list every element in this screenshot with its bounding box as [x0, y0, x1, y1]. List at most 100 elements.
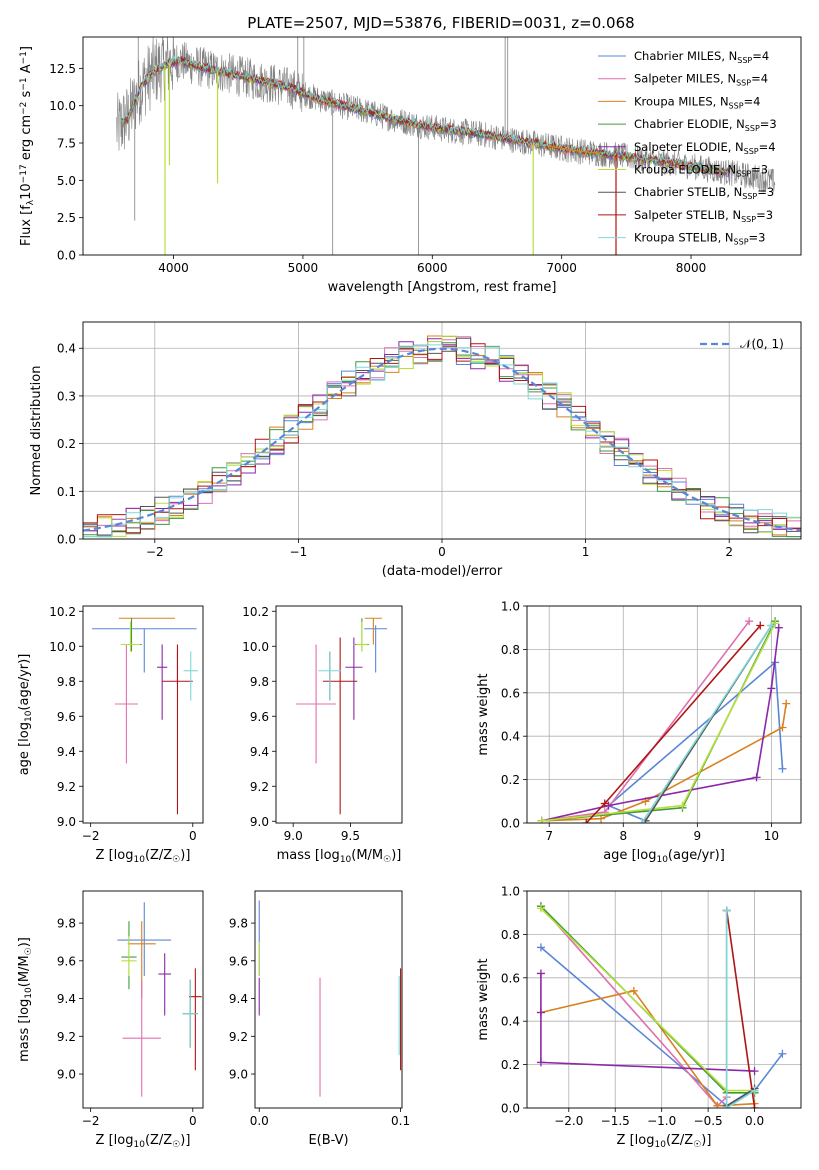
plot-area-mass_weight_vs_age	[537, 617, 791, 823]
x-axis-label-part: ☉	[693, 1140, 701, 1150]
series-salpeter_elodie-marker	[536, 969, 545, 978]
y-tick-label: 10.0	[49, 640, 76, 654]
x-axis-label-part: Z [log	[617, 1133, 655, 1148]
series-chabrier_miles-marker	[778, 764, 787, 773]
axes-frame-residuals	[82, 321, 802, 540]
x-axis-label-part: )]	[180, 848, 190, 863]
y-tick-label: 0.0	[501, 1102, 520, 1116]
y-tick-label: 9.6	[57, 710, 76, 724]
axes-frame-mass_vs_z	[82, 890, 204, 1109]
x-tick-label: −2	[82, 1114, 100, 1128]
x-tick-label: 2	[725, 545, 733, 559]
series-kroupa_miles-marker	[782, 699, 791, 708]
series-kroupa_miles-marker	[629, 986, 638, 995]
y-tick-label: 0.4	[501, 730, 520, 744]
series-kroupa_stelib-marker	[722, 906, 731, 915]
y-tick-label: 0.4	[57, 342, 76, 356]
axes-frame-spectrum	[82, 36, 802, 256]
legend-label-base: Chabrier ELODIE, N	[634, 117, 745, 131]
series-salpeter_elodie-marker	[536, 1008, 545, 1017]
legend-label: Chabrier MILES, NSSP=4	[634, 49, 769, 65]
y-axis-label-part: erg cm	[19, 115, 34, 164]
y-tick-label: 9.6	[57, 954, 76, 968]
errorbar-salpeter_elodie	[345, 637, 363, 720]
legend-label-base: Chabrier STELIB, N	[634, 185, 742, 199]
legend-label-sub: SSP	[741, 215, 756, 224]
y-axis-label-part: −2	[19, 102, 29, 115]
series-kroupa_stelib-marker	[722, 1104, 731, 1108]
legend-label-tail: =4	[759, 140, 776, 154]
legend-label: Salpeter ELODIE, NSSP=4	[634, 140, 776, 156]
y-tick-label: 9.0	[250, 815, 269, 829]
y-tick-label: 10.0	[242, 640, 269, 654]
y-tick-label: 12.5	[49, 62, 76, 76]
errorbar-chabrier_miles	[364, 625, 388, 673]
y-tick-label: 1.0	[501, 600, 520, 614]
x-axis-label-part: 10	[340, 855, 352, 865]
legend-label-tail: =4	[751, 72, 768, 86]
y-tick-label: 1.0	[501, 885, 520, 899]
legend-label-sub: SSP	[744, 147, 759, 156]
axes-residuals: −2 −1 0 1 2 0.0 0.1 0.2 0.3 0.4 (data-model)/error…	[29, 322, 801, 579]
y-tick-label: 9.0	[57, 815, 76, 829]
axes-age_vs_mass: 9.0 9.5 9.0 9.2 9.4 9.6 9.8 10.0 10.2 mass [log10…	[242, 605, 401, 865]
y-tick-label: 9.8	[57, 917, 76, 931]
series-kroupa_miles-marker	[713, 1101, 722, 1108]
series-kroupa_miles-line	[540, 989, 755, 1107]
legend-label-base: Salpeter MILES, N	[634, 72, 736, 86]
legend-label-base: Kroupa ELODIE, N	[634, 163, 736, 177]
legend-label-tail: =3	[756, 208, 773, 222]
y-axis-label-part: 10	[24, 987, 34, 999]
axes-frame-mass_weight_vs_age	[526, 605, 802, 824]
y-axis-label-part: A	[19, 64, 34, 77]
y-axis-label: Normed distribution	[29, 366, 44, 496]
legend-label-base: Salpeter STELIB, N	[634, 208, 741, 222]
y-axis-label: mass weight	[476, 958, 491, 1040]
y-tick-label: 9.6	[250, 710, 269, 724]
x-axis-label-part: age [log	[603, 848, 656, 863]
y-axis-label-part: −1	[19, 51, 29, 64]
x-axis-label-part: (Z/Z	[145, 848, 172, 863]
errorbar-kroupa_elodie	[120, 621, 141, 652]
x-axis-label-part: 10	[133, 855, 145, 865]
legend-label-base: Chabrier MILES, N	[634, 49, 737, 63]
axes-frame-mass_weight_vs_z	[526, 890, 802, 1109]
y-tick-label: 0.8	[501, 928, 520, 942]
errorbar-chabrier_miles	[91, 628, 197, 673]
x-axis-label: wavelength [Angstrom, rest frame]	[328, 280, 557, 295]
series-salpeter_stelib-marker	[750, 1104, 759, 1108]
axes-mass_vs_ebv: 0.0 0.1 9.0 9.2 9.4 9.6 9.8 E(B-V)	[229, 917, 410, 1148]
legend-label-tail: =4	[752, 49, 769, 63]
y-tick-label: 9.6	[229, 954, 248, 968]
x-tick-label: −0.5	[694, 1114, 723, 1128]
y-tick-label: 5.0	[57, 174, 76, 188]
y-axis-label-part: ☉	[24, 947, 34, 955]
errorbar-kroupa_elodie	[121, 936, 137, 976]
y-axis-label-part: Flux [f	[19, 205, 34, 246]
y-axis-label-part: ]	[19, 46, 34, 51]
series-kroupa_miles-marker	[778, 723, 787, 732]
y-axis-label-part: s	[19, 90, 34, 101]
series-chabrier_miles-marker	[778, 1049, 787, 1058]
model-kroupa_stelib-line	[121, 55, 730, 174]
x-tick-label: 0.1	[391, 1114, 410, 1128]
series-kroupa_elodie-marker	[536, 904, 545, 913]
x-tick-label: 9	[694, 829, 702, 843]
y-tick-label: 0.0	[57, 533, 76, 547]
model-kroupa_miles-red-segment	[548, 145, 601, 155]
axes-age_vs_z: −2 09.09.29.49.69.810.010.2Z [log10(Z/Z☉)…	[17, 605, 197, 865]
x-tick-label: −2.0	[554, 1114, 583, 1128]
legend-label-normal: 𝒩(0, 1)	[740, 337, 784, 351]
y-tick-label: 0.0	[57, 249, 76, 263]
y-tick-label: 9.2	[57, 780, 76, 794]
x-axis-label-part: Z [log	[96, 1133, 134, 1148]
legend-label: Salpeter STELIB, NSSP=3	[634, 208, 773, 224]
legend-label-sub: SSP	[737, 56, 752, 65]
y-axis-label: age [log10(age/yr)]	[17, 654, 34, 776]
legend-label: Kroupa STELIB, NSSP=3	[634, 231, 765, 247]
axes-mass_vs_z: −2 09.09.29.49.69.8Z [log10(Z/Z☉)]mass [l…	[17, 917, 197, 1150]
series-kroupa_stelib-marker	[637, 819, 646, 823]
legend-label-sub: SSP	[742, 192, 757, 201]
legend-label-tail: =3	[749, 231, 766, 245]
y-axis-label: mass [log10(M/M☉)]	[17, 937, 34, 1062]
